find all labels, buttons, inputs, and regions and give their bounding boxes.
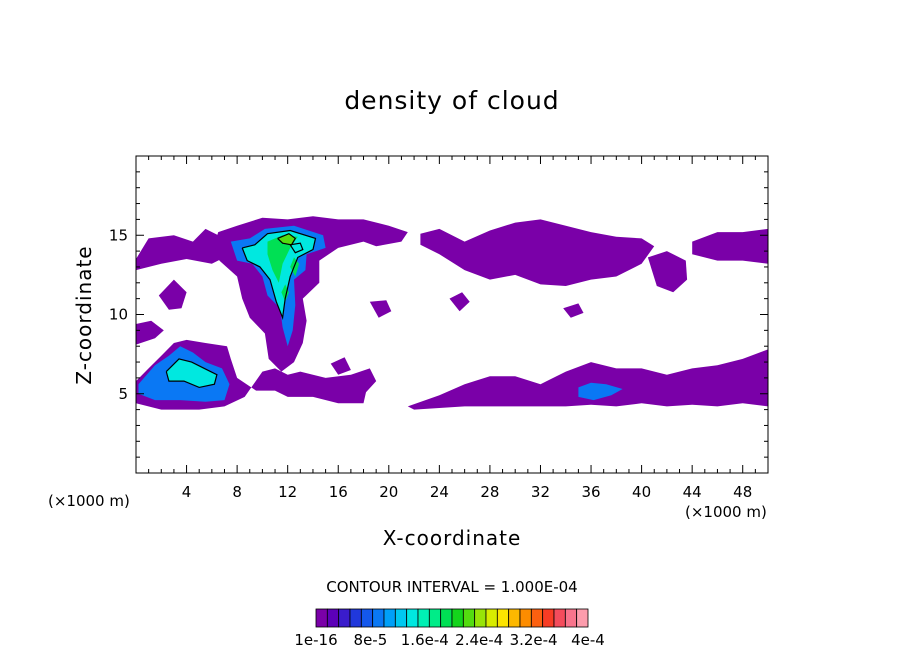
colorbar-swatch-14 bbox=[474, 608, 487, 628]
contour-region-4 bbox=[158, 279, 187, 310]
y-axis-label: Z-coordinate bbox=[72, 245, 96, 385]
contour-region-7 bbox=[647, 251, 688, 293]
colorbar-swatch-7 bbox=[394, 608, 408, 628]
colorbar-swatch-4 bbox=[360, 608, 374, 628]
contour-region-12 bbox=[330, 357, 351, 375]
contour-region-9 bbox=[449, 292, 470, 312]
colorbar-swatch-19 bbox=[530, 608, 544, 628]
colorbar-swatch-2 bbox=[338, 608, 351, 628]
x-tick-label-48: 48 bbox=[733, 483, 752, 501]
colorbar-swatch-23 bbox=[576, 608, 589, 628]
contour-region-8 bbox=[407, 349, 768, 410]
contour-line-3 bbox=[289, 242, 304, 254]
colorbar-swatch-21 bbox=[553, 608, 566, 628]
contour-region-18 bbox=[267, 235, 298, 283]
contour-region-17 bbox=[166, 358, 217, 388]
colorbar-swatch-15 bbox=[485, 608, 498, 628]
contour-fill-layer bbox=[136, 216, 768, 410]
contour-region-5 bbox=[420, 219, 655, 286]
colorbar-swatch-13 bbox=[462, 608, 476, 628]
contour-region-19 bbox=[290, 257, 300, 277]
contour-line-2 bbox=[277, 233, 297, 246]
contour-region-6 bbox=[692, 228, 768, 264]
x-tick-label-44: 44 bbox=[683, 483, 702, 501]
x-tick-label-32: 32 bbox=[531, 483, 550, 501]
x-unit-left-label: (×1000 m) bbox=[48, 492, 130, 510]
x-axis-label: X-coordinate bbox=[382, 526, 522, 550]
colorbar-label-0: 1e-16 bbox=[294, 631, 337, 649]
contour-region-0 bbox=[136, 228, 231, 271]
colorbar-label-4: 3.2e-4 bbox=[510, 631, 558, 649]
contour-line-layer bbox=[165, 229, 317, 389]
colorbar-swatch-8 bbox=[406, 608, 419, 628]
contour-region-3 bbox=[136, 320, 164, 345]
colorbar-swatch-17 bbox=[508, 608, 521, 628]
colorbar-swatch-12 bbox=[451, 608, 464, 628]
colorbar-swatch-5 bbox=[372, 608, 385, 628]
x-tick-label-40: 40 bbox=[632, 483, 651, 501]
x-unit-right-label: (×1000 m) bbox=[685, 503, 767, 521]
colorbar-label-3: 2.4e-4 bbox=[455, 631, 503, 649]
contour-region-10 bbox=[369, 300, 392, 318]
x-tick-label-8: 8 bbox=[232, 483, 242, 501]
colorbar-swatch-16 bbox=[496, 608, 510, 628]
colorbar-label-1: 8e-5 bbox=[354, 631, 388, 649]
colorbar-label-5: 4e-4 bbox=[571, 631, 605, 649]
chart-title: density of cloud bbox=[344, 86, 560, 115]
contour-line-0 bbox=[241, 229, 317, 321]
contour-interval-label: CONTOUR INTERVAL = 1.000E-04 bbox=[326, 578, 578, 596]
colorbar-swatch-20 bbox=[542, 608, 555, 628]
contour-region-15 bbox=[578, 382, 623, 401]
x-tick-label-4: 4 bbox=[182, 483, 192, 501]
colorbar-swatch-3 bbox=[349, 608, 362, 628]
colorbar: 1e-16 8e-5 1.6e-4 2.4e-4 3.2e-4 4e-4 bbox=[294, 608, 605, 649]
colorbar-swatch-6 bbox=[383, 608, 396, 628]
colorbar-swatch-0 bbox=[315, 608, 328, 628]
colorbar-swatch-10 bbox=[428, 608, 442, 628]
x-tick-label-16: 16 bbox=[329, 483, 348, 501]
x-tick-label-36: 36 bbox=[581, 483, 600, 501]
x-tick-label-12: 12 bbox=[278, 483, 297, 501]
colorbar-swatch-22 bbox=[564, 608, 578, 628]
contour-region-11 bbox=[563, 303, 584, 318]
colorbar-label-2: 1.6e-4 bbox=[401, 631, 449, 649]
y-tick-label-5: 5 bbox=[118, 385, 128, 403]
plot-frame bbox=[135, 155, 769, 474]
colorbar-swatch-18 bbox=[519, 608, 532, 628]
x-tick-label-28: 28 bbox=[480, 483, 499, 501]
colorbar-swatch-9 bbox=[417, 608, 430, 628]
x-tick-label-24: 24 bbox=[430, 483, 449, 501]
y-tick-label-10: 10 bbox=[109, 306, 128, 324]
x-tick-label-20: 20 bbox=[379, 483, 398, 501]
colorbar-swatch-1 bbox=[326, 608, 340, 628]
contour-line-1 bbox=[165, 358, 218, 389]
colorbar-swatch-11 bbox=[440, 608, 453, 628]
y-tick-label-15: 15 bbox=[109, 226, 128, 244]
